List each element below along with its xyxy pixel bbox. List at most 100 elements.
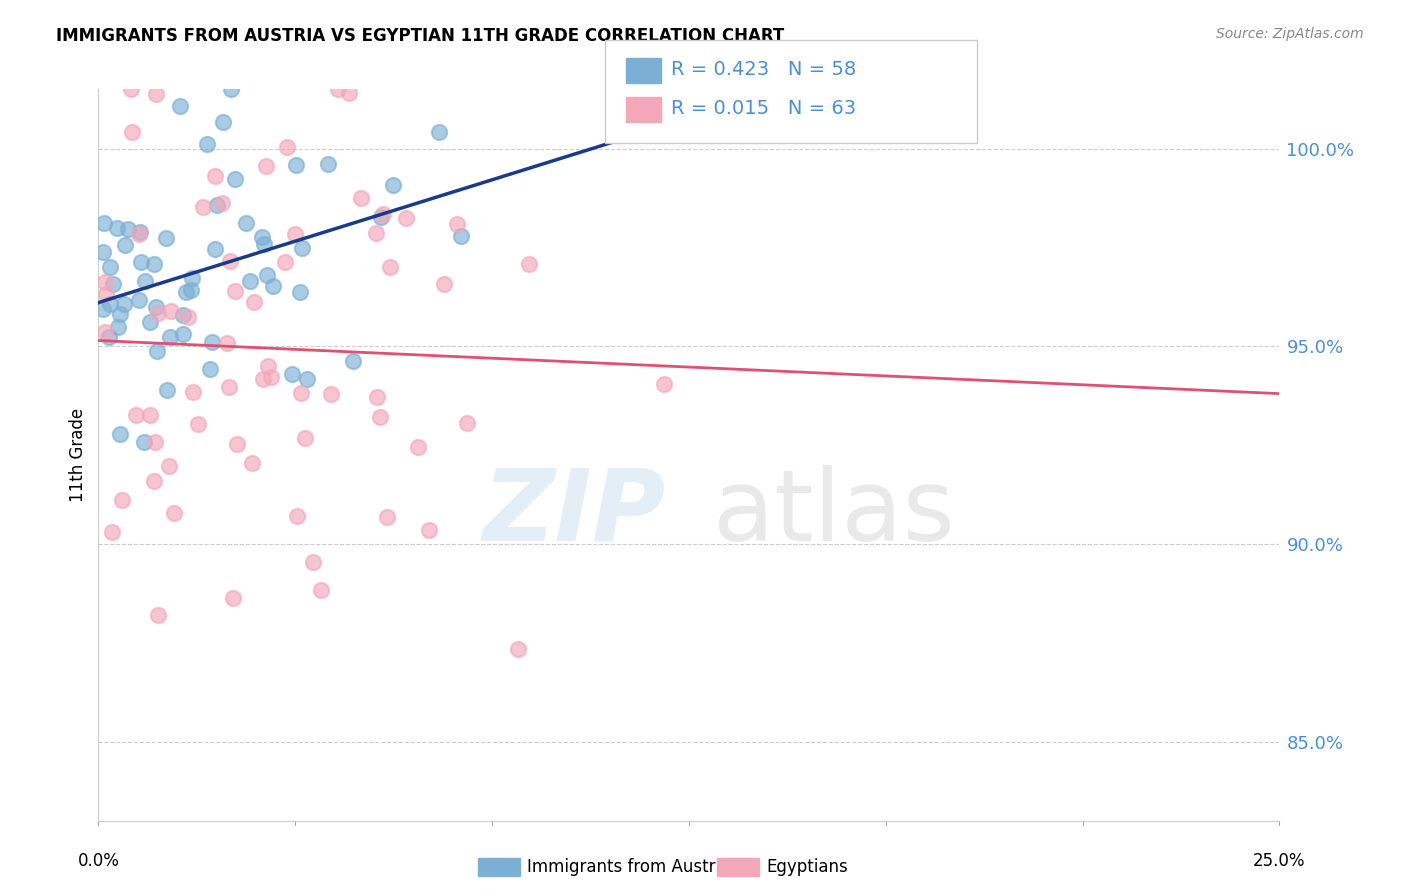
Text: ZIP: ZIP bbox=[482, 465, 665, 562]
Point bbox=[110, 307, 132, 321]
Point bbox=[284, 227, 307, 242]
Point bbox=[211, 114, 233, 128]
Point bbox=[243, 295, 266, 310]
Point bbox=[375, 510, 398, 524]
Point bbox=[256, 268, 278, 283]
Point bbox=[114, 297, 136, 311]
Point bbox=[309, 582, 332, 597]
Point bbox=[204, 242, 226, 256]
Text: IMMIGRANTS FROM AUSTRIA VS EGYPTIAN 11TH GRADE CORRELATION CHART: IMMIGRANTS FROM AUSTRIA VS EGYPTIAN 11TH… bbox=[56, 27, 785, 45]
Text: R = 0.423   N = 58: R = 0.423 N = 58 bbox=[671, 60, 856, 79]
Point bbox=[159, 330, 181, 344]
Point bbox=[295, 372, 318, 386]
Text: R = 0.015   N = 63: R = 0.015 N = 63 bbox=[671, 99, 856, 119]
Point bbox=[342, 354, 364, 368]
Point bbox=[183, 384, 205, 399]
Point bbox=[132, 435, 155, 450]
Point bbox=[111, 492, 134, 507]
Point bbox=[260, 370, 283, 384]
Point bbox=[172, 326, 194, 341]
Point bbox=[250, 229, 273, 244]
Point bbox=[395, 211, 418, 226]
Point bbox=[218, 380, 240, 394]
Text: 0.0%: 0.0% bbox=[77, 852, 120, 871]
Point bbox=[211, 195, 233, 210]
Point bbox=[224, 285, 246, 299]
Point bbox=[177, 310, 200, 324]
Point bbox=[219, 82, 242, 96]
Point bbox=[280, 368, 302, 382]
Point bbox=[94, 275, 117, 289]
Point bbox=[114, 237, 136, 252]
Point bbox=[205, 198, 228, 212]
Point bbox=[242, 456, 264, 470]
Point bbox=[290, 385, 312, 400]
Point bbox=[91, 245, 114, 260]
Point bbox=[195, 136, 218, 151]
Point bbox=[145, 300, 167, 314]
Point bbox=[291, 241, 314, 255]
Point bbox=[373, 207, 395, 221]
Text: 25.0%: 25.0% bbox=[1253, 852, 1306, 871]
Point bbox=[139, 408, 162, 422]
Point bbox=[100, 524, 122, 539]
Point bbox=[128, 293, 150, 307]
Point bbox=[146, 608, 169, 623]
Point bbox=[326, 82, 349, 96]
Point bbox=[433, 277, 456, 291]
Point bbox=[652, 376, 675, 391]
Point bbox=[406, 441, 429, 455]
Point bbox=[129, 255, 152, 269]
Point bbox=[606, 82, 628, 96]
Point bbox=[146, 344, 169, 359]
Point bbox=[254, 160, 277, 174]
Point bbox=[201, 335, 224, 350]
Point bbox=[156, 383, 179, 397]
Point bbox=[316, 156, 339, 170]
Point bbox=[98, 330, 121, 344]
Point bbox=[128, 225, 150, 239]
Point bbox=[145, 87, 167, 101]
Point bbox=[107, 319, 129, 334]
Point bbox=[238, 274, 260, 288]
Point bbox=[225, 437, 247, 451]
Point bbox=[98, 260, 121, 274]
Point bbox=[105, 220, 128, 235]
Point bbox=[174, 285, 197, 299]
Point bbox=[180, 283, 202, 297]
Point bbox=[285, 158, 308, 172]
Point bbox=[93, 216, 115, 230]
Point bbox=[193, 200, 215, 214]
Point bbox=[366, 390, 388, 404]
Point bbox=[148, 306, 170, 320]
Point bbox=[350, 191, 373, 205]
Point bbox=[169, 99, 191, 113]
Point bbox=[257, 359, 280, 374]
Point bbox=[124, 408, 146, 422]
Point bbox=[218, 254, 240, 268]
Point bbox=[204, 169, 226, 184]
Point bbox=[142, 257, 165, 271]
Point bbox=[450, 229, 472, 244]
Point bbox=[382, 178, 405, 193]
Point bbox=[138, 315, 160, 329]
Point bbox=[117, 222, 139, 236]
Text: Immigrants from Austria: Immigrants from Austria bbox=[527, 858, 731, 876]
Point bbox=[120, 82, 142, 96]
Point bbox=[418, 523, 440, 537]
Text: atlas: atlas bbox=[713, 465, 955, 562]
Point bbox=[94, 286, 117, 301]
Point bbox=[366, 226, 388, 240]
Point bbox=[456, 416, 478, 430]
Point bbox=[94, 325, 117, 339]
Point bbox=[224, 172, 246, 186]
Point bbox=[200, 362, 222, 376]
Point bbox=[235, 216, 257, 230]
Point bbox=[143, 475, 166, 489]
Y-axis label: 11th Grade: 11th Grade bbox=[69, 408, 87, 502]
Point bbox=[98, 297, 121, 311]
Text: Source: ZipAtlas.com: Source: ZipAtlas.com bbox=[1216, 27, 1364, 41]
Point bbox=[285, 509, 308, 524]
Point bbox=[101, 277, 124, 292]
Point bbox=[222, 591, 245, 606]
